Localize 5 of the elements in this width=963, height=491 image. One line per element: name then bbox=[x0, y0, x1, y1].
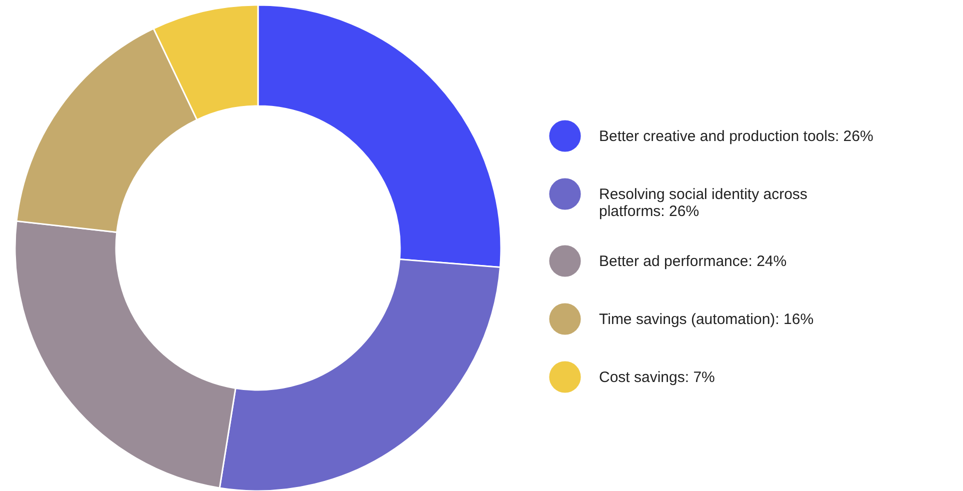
legend-label: Time savings (automation): 16% bbox=[599, 311, 814, 328]
legend-label: Cost savings: 7% bbox=[599, 369, 715, 386]
legend-label: Better ad performance: 24% bbox=[599, 253, 787, 270]
legend-label: Resolving social identity across platforms: 26% bbox=[599, 186, 808, 220]
legend-label: Better creative and production tools: 26% bbox=[599, 128, 874, 145]
